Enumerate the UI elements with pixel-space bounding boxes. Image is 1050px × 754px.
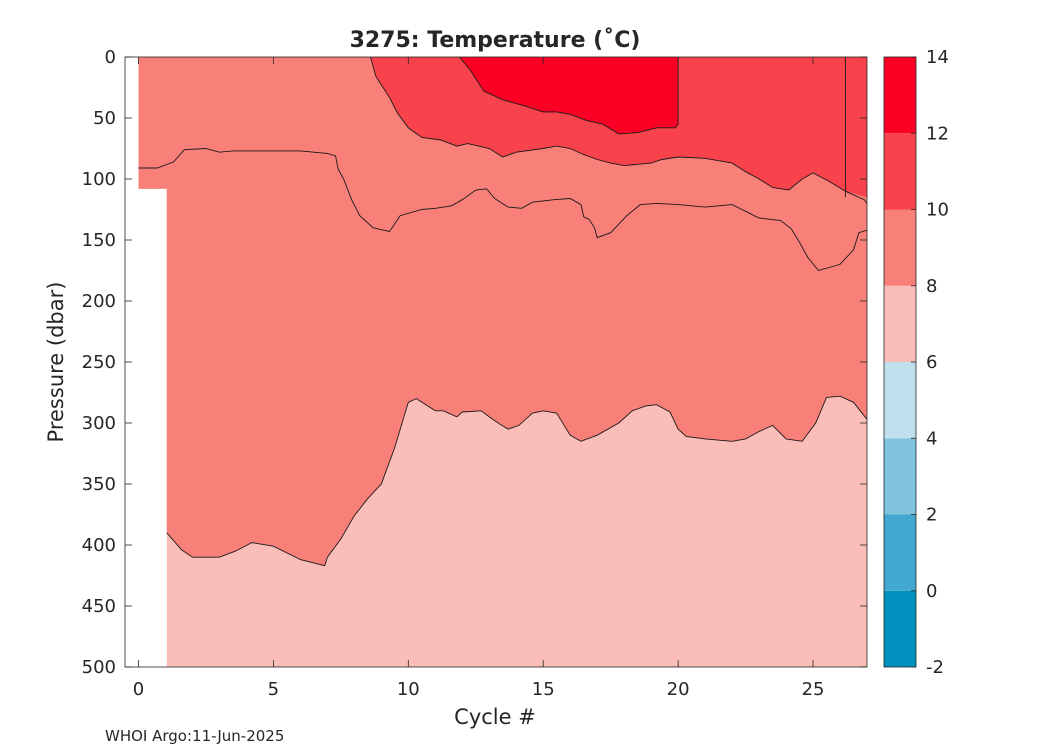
colorbar-tick-label: 0	[926, 581, 937, 602]
y-tick-label: 100	[82, 169, 116, 190]
y-tick-label: 50	[93, 108, 116, 129]
colorbar-swatch	[884, 514, 916, 591]
x-tick-label: 25	[802, 679, 825, 700]
x-tick-label: 5	[268, 679, 279, 700]
y-tick-label: 300	[82, 413, 116, 434]
y-tick-label: 200	[82, 291, 116, 312]
y-tick-label: 0	[105, 47, 116, 68]
isotherm-8-upper-0	[138, 148, 867, 272]
colorbar-swatch	[884, 590, 916, 667]
x-tick-label: 15	[532, 679, 555, 700]
colorbar-tick-label: 14	[926, 47, 949, 68]
isotherm-12-0	[459, 57, 679, 135]
chart-title: 3275: Temperature (˚C)	[350, 28, 641, 53]
colorbar: -2 0 2 4 6 8 10 12 14	[883, 47, 949, 678]
region-8-10	[138, 57, 867, 566]
colorbar-tick-label: 10	[926, 200, 949, 221]
colorbar-swatch	[884, 133, 916, 210]
x-tick-label: 20	[667, 679, 690, 700]
isotherm-8-lower-0	[166, 395, 867, 567]
y-tick-label: 400	[82, 535, 116, 556]
y-tick-label: 250	[82, 352, 116, 373]
colorbar-swatch	[884, 362, 916, 439]
y-tick-label: 450	[82, 596, 116, 617]
colorbar-tick-label: 2	[926, 505, 937, 526]
colorbar-tick-label: -2	[926, 657, 944, 678]
x-tick-label: 10	[397, 679, 420, 700]
colorbar-tick-label: 4	[926, 428, 937, 449]
x-axis-label: Cycle #	[454, 705, 536, 729]
colorbar-tick-label: 8	[926, 276, 937, 297]
x-axis: 0 5 10 15 20 25	[133, 57, 825, 700]
y-tick-label: 350	[82, 474, 116, 495]
colorbar-tick-label: 12	[926, 123, 949, 144]
contour-layer	[138, 57, 867, 667]
colorbar-swatch	[884, 57, 916, 134]
y-tick-label: 500	[82, 657, 116, 678]
isotherm-10-0	[370, 57, 867, 204]
footer-label: WHOI Argo:11-Jun-2025	[105, 727, 284, 745]
y-tick-label: 150	[82, 230, 116, 251]
colorbar-swatch	[884, 285, 916, 362]
x-tick-label: 0	[133, 679, 144, 700]
y-axis-label: Pressure (dbar)	[44, 282, 68, 443]
colorbar-swatch	[884, 209, 916, 286]
y-axis: 0 50 100 150 200 250 300 350 400 450 500	[82, 47, 867, 678]
plot-area	[124, 56, 868, 668]
region-12-14	[459, 57, 679, 134]
colorbar-swatch	[884, 438, 916, 515]
colorbar-tick-label: 6	[926, 352, 937, 373]
